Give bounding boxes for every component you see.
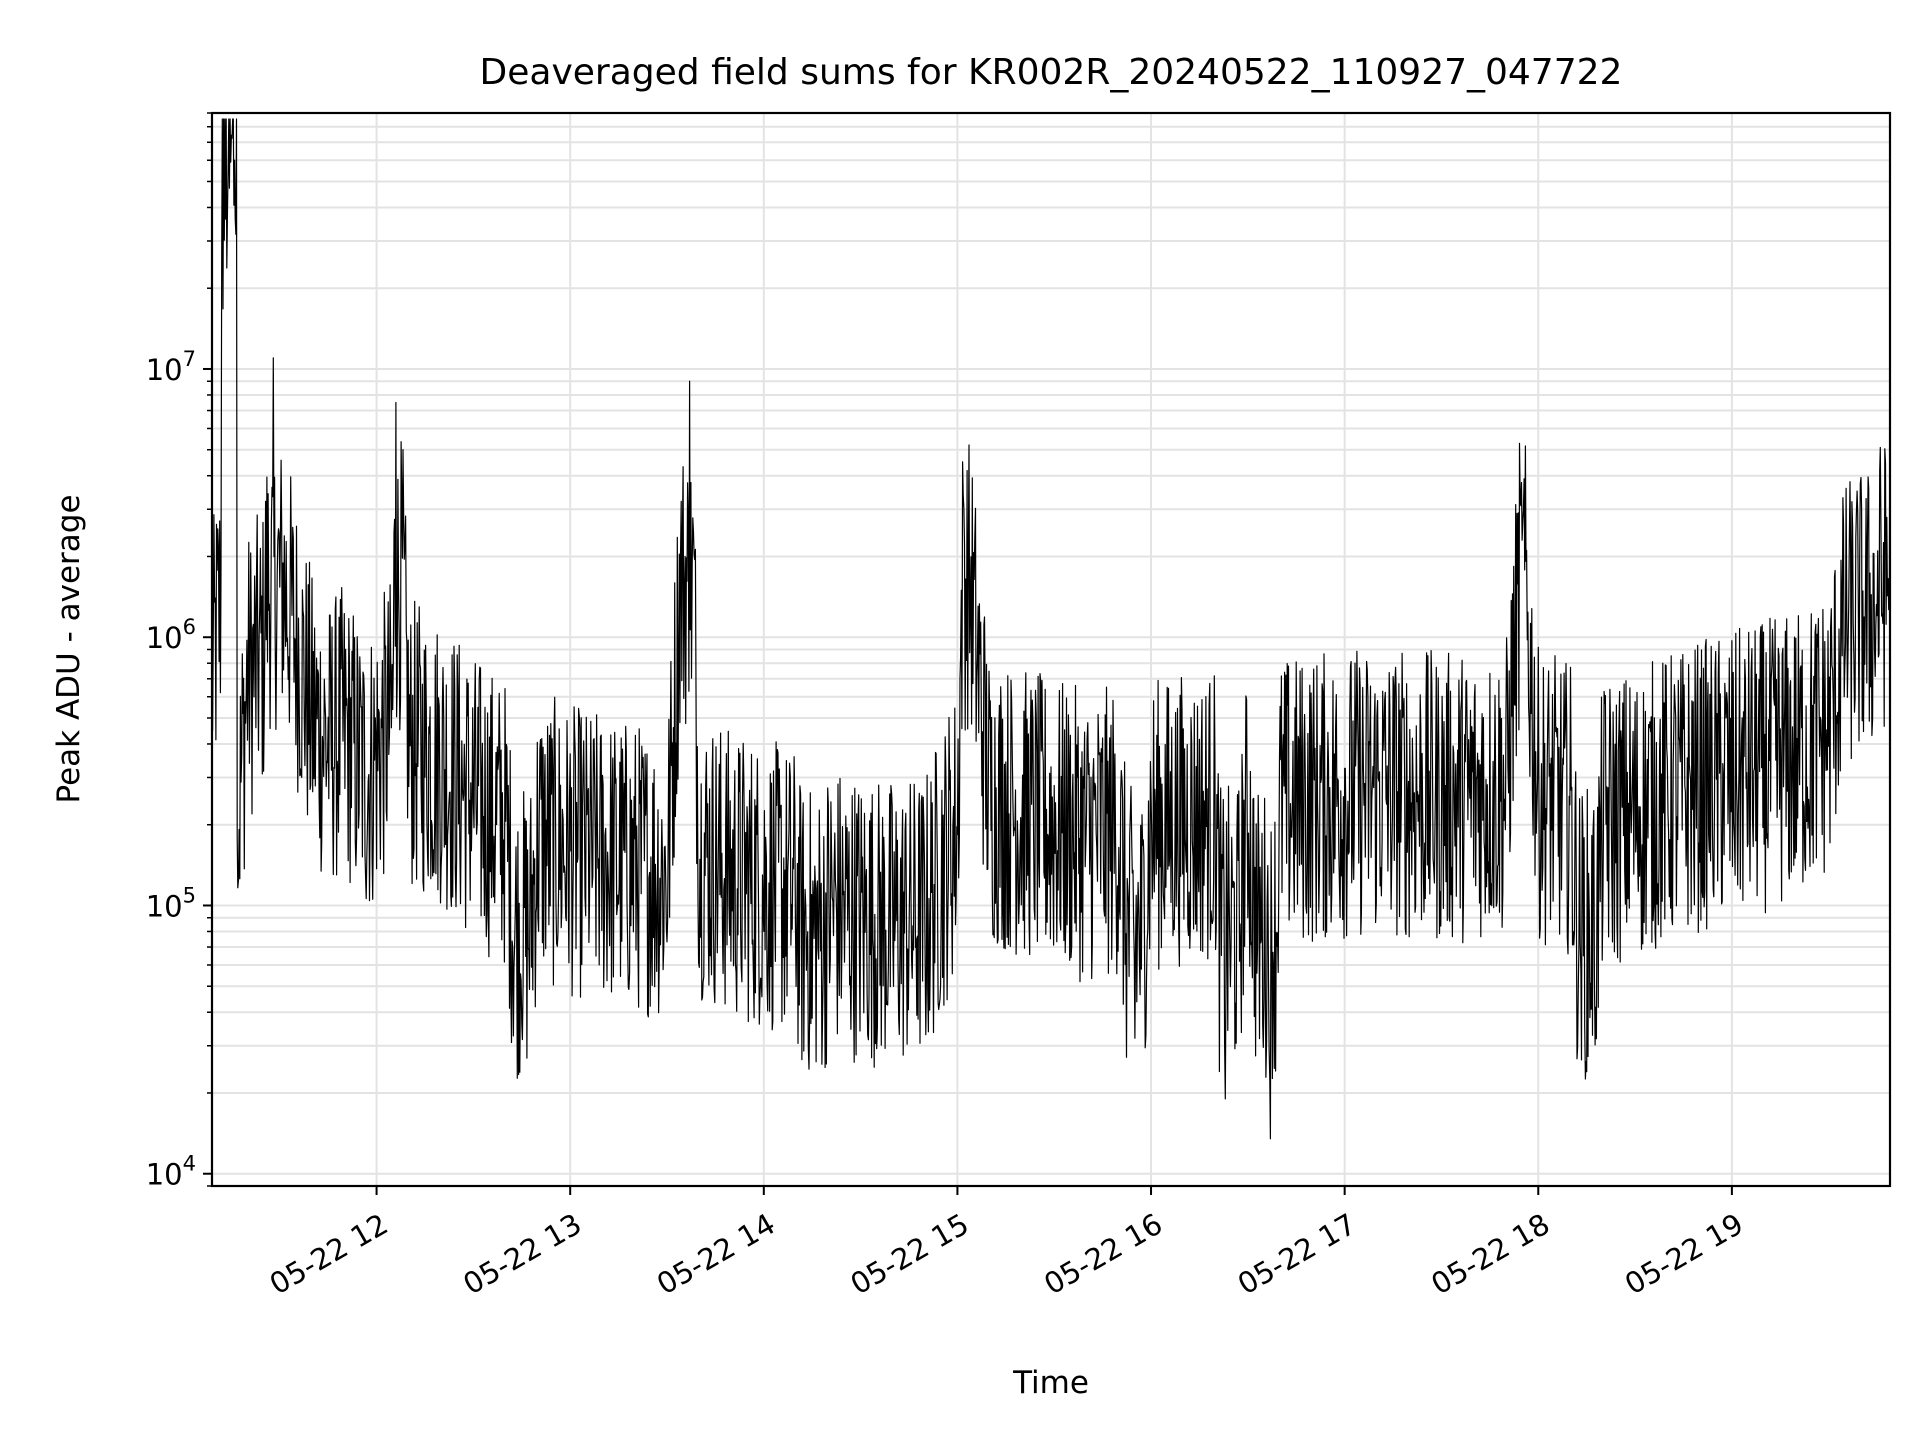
x-axis-label: Time <box>1012 1365 1089 1401</box>
y-tick-label: 106 <box>146 615 196 655</box>
y-tick-label: 107 <box>146 347 196 387</box>
tick-layer <box>203 112 1733 1195</box>
y-tick-label: 104 <box>146 1152 196 1192</box>
series-line <box>211 118 1891 1140</box>
y-axis-label: Peak ADU - average <box>51 494 87 803</box>
chart-title: Deaveraged field sums for KR002R_2024052… <box>480 52 1623 93</box>
series-layer <box>211 118 1891 1140</box>
y-tick-label: 105 <box>146 883 196 923</box>
